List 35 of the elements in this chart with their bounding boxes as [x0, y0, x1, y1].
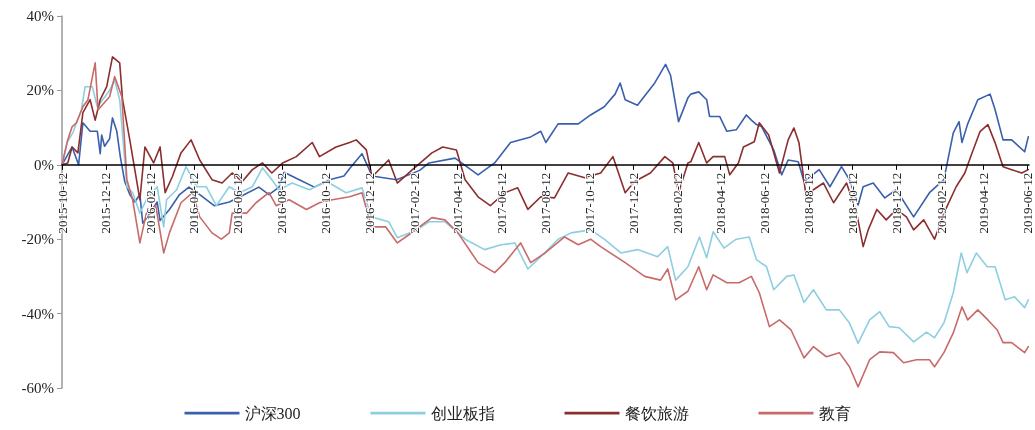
x-tick-label: 2018-06-12 [756, 172, 772, 234]
x-tick-label: 2016-02-12 [143, 172, 159, 234]
x-tick-label: 2017-06-12 [493, 172, 509, 234]
x-tick-label: 2015-10-12 [54, 172, 70, 234]
x-tick-label: 2018-12-12 [888, 172, 904, 234]
x-tick-label: 2018-10-12 [844, 172, 860, 234]
x-tick-label: 2016-04-12 [186, 172, 202, 234]
x-tick-label: 2018-04-12 [712, 172, 728, 234]
legend-label: 创业板指 [430, 404, 495, 422]
y-tick-label: 40% [26, 8, 54, 24]
legend-label: 餐饮旅游 [624, 404, 689, 422]
x-tick-label: 2019-02-12 [933, 172, 949, 234]
x-tick-label: 2019-06-12 [1020, 172, 1035, 234]
x-tick-label: 2017-10-12 [581, 172, 597, 234]
x-tick-label: 2017-04-12 [449, 172, 465, 234]
x-tick-label: 2017-12-12 [625, 172, 641, 234]
x-tick-label: 2016-10-12 [318, 172, 334, 234]
x-tick-label: 2018-08-12 [800, 172, 816, 234]
y-tick-label: 20% [26, 82, 54, 99]
y-tick-label: -60% [21, 380, 54, 396]
x-tick-label: 2019-04-12 [976, 172, 992, 234]
line-series [61, 62, 1030, 388]
x-tick-label: 2016-08-12 [274, 172, 290, 234]
y-tick-label: -20% [21, 231, 54, 248]
x-tick-label: 2015-12-12 [98, 172, 114, 234]
x-tick-label: 2017-02-12 [407, 172, 423, 234]
legend-label: 教育 [818, 404, 851, 422]
x-tick-label: 2016-06-12 [230, 172, 246, 234]
legend-label: 沪深300 [244, 404, 301, 422]
y-tick-label: -40% [21, 305, 54, 322]
x-tick-label: 2018-02-12 [670, 172, 686, 234]
x-tick-label: 2016-12-12 [362, 172, 378, 234]
x-tick-label: 2017-08-12 [537, 172, 553, 234]
line-series [61, 56, 1030, 248]
y-tick-label: 0% [34, 156, 54, 173]
